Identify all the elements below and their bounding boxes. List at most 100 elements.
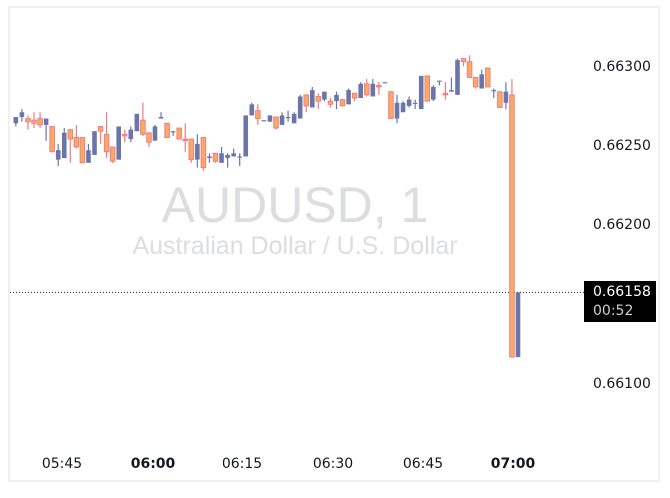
candle[interactable] [225, 153, 230, 168]
candle[interactable] [315, 93, 322, 110]
time-axis-label: 06:15 [221, 456, 263, 472]
candle[interactable] [212, 152, 219, 163]
candle[interactable] [418, 75, 424, 110]
candle[interactable] [31, 112, 37, 129]
candle[interactable] [103, 112, 110, 159]
candle[interactable] [97, 126, 104, 144]
watermark-symbol: AUDUSD, 1 [161, 177, 429, 233]
candle[interactable] [146, 132, 152, 147]
candle[interactable] [479, 69, 484, 89]
candle[interactable] [503, 82, 509, 110]
candle[interactable] [43, 118, 49, 141]
candle[interactable] [442, 82, 449, 100]
candle[interactable] [109, 146, 116, 163]
time-axis-label: 06:45 [402, 456, 444, 472]
candle[interactable] [437, 80, 442, 86]
candle[interactable] [170, 131, 176, 136]
candle[interactable] [176, 127, 182, 140]
candle[interactable] [472, 77, 479, 89]
candle[interactable] [449, 77, 454, 92]
candle[interactable] [255, 104, 261, 125]
candle[interactable] [79, 137, 86, 164]
candle[interactable] [61, 128, 67, 159]
watermark-description: Australian Dollar / U.S. Dollar [132, 232, 458, 260]
candle[interactable] [121, 129, 128, 143]
candle[interactable] [140, 102, 146, 136]
candle[interactable] [509, 79, 515, 358]
candle[interactable] [382, 82, 388, 84]
candle[interactable] [261, 120, 267, 122]
price-axis-label: 0.66300 [593, 59, 651, 75]
time-axis-label: 06:00 [130, 456, 176, 472]
price-axis-label: 0.66100 [593, 376, 651, 392]
candle[interactable] [327, 98, 334, 108]
candle[interactable] [273, 116, 279, 130]
time-axis-label: 06:30 [312, 456, 354, 472]
candle[interactable] [195, 134, 200, 168]
candle[interactable] [249, 102, 255, 116]
candle[interactable] [285, 110, 291, 122]
candle[interactable] [334, 91, 339, 110]
candle[interactable] [237, 153, 242, 166]
candle[interactable] [491, 88, 497, 99]
candle[interactable] [267, 115, 273, 122]
candle[interactable] [128, 126, 134, 143]
time-axis-label: 05:45 [41, 456, 83, 472]
candle[interactable] [231, 148, 236, 157]
time-axis-label: 07:00 [490, 456, 536, 472]
candle[interactable] [291, 112, 297, 124]
chart-frame [8, 6, 660, 482]
candle[interactable] [19, 109, 25, 122]
candle[interactable] [310, 86, 315, 108]
candle[interactable] [370, 79, 376, 97]
candle[interactable] [49, 126, 55, 153]
candle[interactable] [339, 99, 346, 107]
candle[interactable] [134, 113, 140, 132]
candle[interactable] [158, 112, 164, 119]
candle[interactable] [279, 112, 285, 125]
candle[interactable] [86, 143, 91, 163]
candle[interactable] [67, 129, 74, 163]
candle[interactable] [164, 122, 170, 138]
candle[interactable] [207, 153, 212, 163]
candle[interactable] [466, 55, 473, 78]
candle[interactable] [25, 115, 31, 130]
candle[interactable] [92, 131, 97, 155]
current-price-badge: 0.66158 00:52 [584, 281, 656, 322]
candle[interactable] [412, 99, 418, 110]
candle[interactable] [116, 126, 121, 160]
price-axis-label: 0.66200 [593, 217, 651, 233]
candle[interactable] [394, 94, 400, 124]
candle[interactable] [37, 112, 43, 129]
bar-countdown: 00:52 [593, 303, 634, 319]
candle[interactable] [55, 143, 61, 166]
candle[interactable] [376, 82, 382, 95]
candle[interactable] [182, 123, 188, 152]
candle[interactable] [424, 75, 431, 102]
candle[interactable] [243, 115, 249, 157]
candle[interactable] [152, 124, 158, 141]
candle[interactable] [431, 85, 436, 102]
candle[interactable] [400, 101, 406, 113]
candle[interactable] [351, 92, 358, 102]
candle[interactable] [303, 94, 310, 113]
candle[interactable] [515, 292, 521, 358]
candle[interactable] [200, 137, 207, 171]
candle[interactable] [460, 58, 467, 67]
candle[interactable] [322, 91, 327, 102]
candle[interactable] [497, 91, 503, 108]
candle[interactable] [388, 91, 394, 120]
candle[interactable] [485, 67, 491, 88]
candle[interactable] [455, 58, 460, 95]
candle[interactable] [219, 147, 224, 163]
candle[interactable] [346, 88, 351, 105]
price-axis-label: 0.66250 [593, 138, 651, 154]
candle[interactable] [358, 82, 363, 99]
candle[interactable] [13, 116, 19, 127]
candle[interactable] [364, 79, 370, 97]
candle[interactable] [73, 124, 80, 149]
candle[interactable] [297, 94, 303, 119]
candle[interactable] [406, 96, 412, 108]
candle[interactable] [188, 138, 195, 163]
